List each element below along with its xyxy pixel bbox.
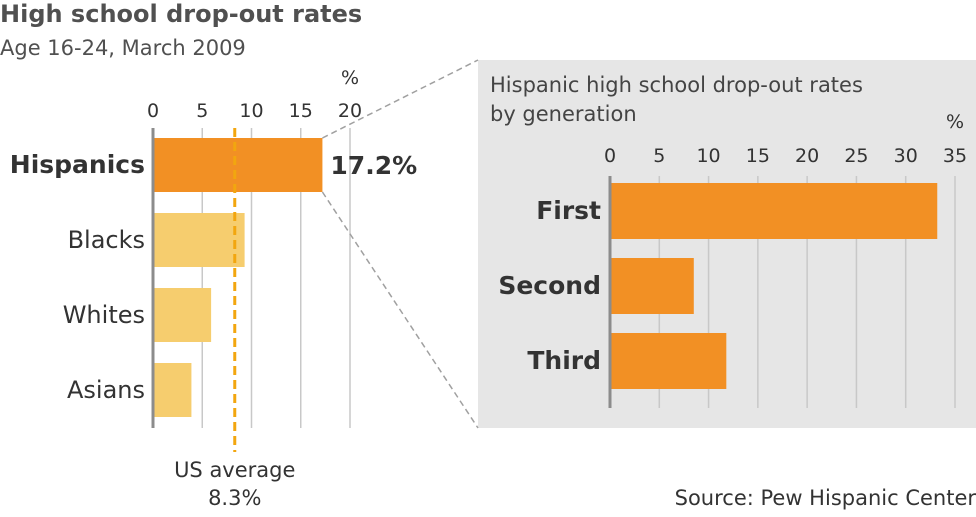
- inset-tick-label: 30: [894, 145, 918, 167]
- inset-category-label-second: Second: [498, 271, 601, 300]
- source-note: Source: Pew Hispanic Center: [674, 486, 976, 510]
- main-category-label-whites: Whites: [63, 301, 145, 329]
- us-average-value: 8.3%: [208, 486, 261, 510]
- chart-title: High school drop-out rates: [0, 0, 363, 28]
- inset-tick-label: 0: [604, 145, 616, 167]
- chart-subtitle: Age 16-24, March 2009: [0, 36, 246, 60]
- main-value-label: 17.2%: [330, 151, 417, 180]
- main-tick-label: 10: [239, 100, 263, 122]
- connector-line-bottom: [321, 191, 479, 429]
- inset-category-label-first: First: [536, 196, 601, 225]
- inset-chart: Hispanic high school drop-out rates by ge…: [321, 59, 976, 429]
- inset-tick-label: 15: [746, 145, 770, 167]
- main-chart: 0 5 10 15 20% Hispanics Blacks Whites Asians 17.2…: [10, 67, 417, 510]
- main-unit-label: %: [341, 67, 359, 89]
- inset-title: Hispanic high school drop-out rates: [490, 73, 863, 97]
- main-bar-asians: [153, 363, 192, 417]
- main-bar-hispanics: [153, 138, 323, 192]
- main-bar-blacks: [153, 213, 245, 267]
- main-tick-label: 20: [338, 100, 362, 122]
- inset-tick-label: 5: [653, 145, 665, 167]
- inset-bar-first: [610, 183, 938, 239]
- main-tick-label: 5: [196, 100, 208, 122]
- inset-tick-label: 10: [696, 145, 720, 167]
- inset-bar-second: [610, 258, 694, 314]
- inset-bar-third: [610, 333, 727, 389]
- main-category-label-blacks: Blacks: [68, 226, 145, 254]
- connector-line-top: [322, 59, 479, 139]
- main-category-label-asians: Asians: [67, 376, 145, 404]
- inset-tick-label: 25: [844, 145, 868, 167]
- inset-title-line2: by generation: [490, 102, 637, 126]
- main-bar-whites: [153, 288, 212, 342]
- inset-unit-label: %: [946, 111, 964, 133]
- us-average-label: US average: [174, 458, 295, 482]
- inset-panel: [478, 60, 976, 428]
- inset-tick-label: 35: [943, 145, 967, 167]
- inset-tick-label: 20: [795, 145, 819, 167]
- main-category-label-hispanics: Hispanics: [10, 150, 145, 179]
- main-tick-label: 0: [147, 100, 159, 122]
- inset-category-label-third: Third: [527, 346, 601, 375]
- main-tick-label: 15: [289, 100, 313, 122]
